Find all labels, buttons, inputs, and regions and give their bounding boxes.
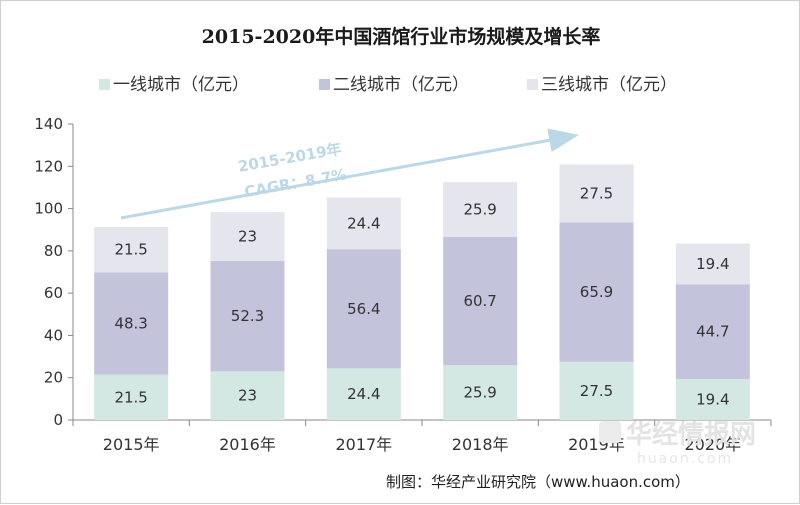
legend-label-3: 三线城市（亿元）	[541, 75, 677, 95]
bar-segment-2	[210, 260, 285, 372]
data-label: 44.7	[696, 323, 729, 341]
bar-segment-1	[443, 365, 518, 420]
y-tick-label: 60	[44, 284, 63, 302]
data-label: 24.4	[347, 214, 380, 232]
y-tick-label: 120	[34, 157, 63, 175]
watermark-url: huaon.com	[637, 451, 733, 467]
legend: 一线城市（亿元） 二线城市（亿元） 三线城市（亿元）	[99, 75, 677, 95]
legend-swatch-1	[99, 79, 110, 90]
x-tick-label: 2017年	[335, 435, 392, 454]
watermark-name: 华经情报网	[626, 419, 756, 450]
data-label: 21.5	[114, 388, 147, 406]
bar-segment-1	[210, 371, 285, 420]
data-label: 19.4	[696, 255, 729, 273]
x-tick-label: 2020年	[684, 435, 741, 454]
bar-segment-1	[326, 368, 401, 420]
data-label: 21.5	[114, 241, 147, 259]
bar-segment-3	[675, 243, 750, 285]
trend-arrow	[120, 128, 579, 220]
x-tick-label: 2018年	[452, 435, 509, 454]
legend-label-2: 二线城市（亿元）	[333, 75, 469, 95]
x-tick-label: 2015年	[103, 435, 160, 454]
watermark-logo-icon	[599, 421, 621, 443]
bar-segment-3	[94, 226, 169, 273]
data-label: 23	[238, 387, 257, 405]
data-label: 65.9	[580, 283, 613, 301]
bar-segment-1	[559, 361, 634, 420]
y-tick-label: 80	[44, 242, 63, 260]
bar-segment-3	[210, 212, 285, 261]
bar-segment-1	[675, 378, 750, 420]
bars: 21.5 48.3 21.5 2015年 23 52.3 23 2016年 24.4 56.4 24…	[94, 164, 750, 454]
bar-segment-1	[94, 374, 169, 420]
data-label: 25.9	[463, 201, 496, 219]
bar-segment-2	[675, 284, 750, 379]
data-label: 60.7	[463, 292, 496, 310]
bar-segment-3	[326, 197, 401, 250]
bar-segment-2	[559, 222, 634, 362]
axes: 0 20 40 60 80 100 120 140	[34, 115, 772, 429]
watermark: 华经情报网 huaon.com	[599, 419, 756, 467]
bar-segment-3	[443, 182, 518, 237]
data-label: 27.5	[580, 184, 613, 202]
y-tick-label: 40	[44, 326, 63, 344]
x-tick-label: 2016年	[219, 435, 276, 454]
bar-segment-2	[326, 249, 401, 369]
y-tick-label: 140	[34, 115, 63, 133]
bar-segment-2	[94, 272, 169, 375]
y-tick-label: 100	[34, 200, 63, 218]
bar-segment-2	[443, 236, 518, 366]
data-label: 24.4	[347, 385, 380, 403]
chart-title: 2015-2020年中国酒馆行业市场规模及增长率	[202, 25, 601, 48]
y-tick-label: 20	[44, 369, 63, 387]
data-label: 25.9	[463, 384, 496, 402]
data-label: 52.3	[231, 307, 264, 325]
data-label: 23	[238, 227, 257, 245]
y-tick-label: 0	[53, 411, 63, 429]
source-note: 制图：华经产业研究院（www.huaon.com）	[386, 473, 690, 491]
data-label: 19.4	[696, 390, 729, 408]
legend-swatch-3	[527, 79, 538, 90]
data-label: 48.3	[114, 314, 147, 332]
legend-label-1: 一线城市（亿元）	[113, 75, 249, 95]
data-label: 56.4	[347, 300, 380, 318]
data-label: 27.5	[580, 382, 613, 400]
legend-swatch-2	[319, 79, 330, 90]
bar-segment-3	[559, 164, 634, 223]
